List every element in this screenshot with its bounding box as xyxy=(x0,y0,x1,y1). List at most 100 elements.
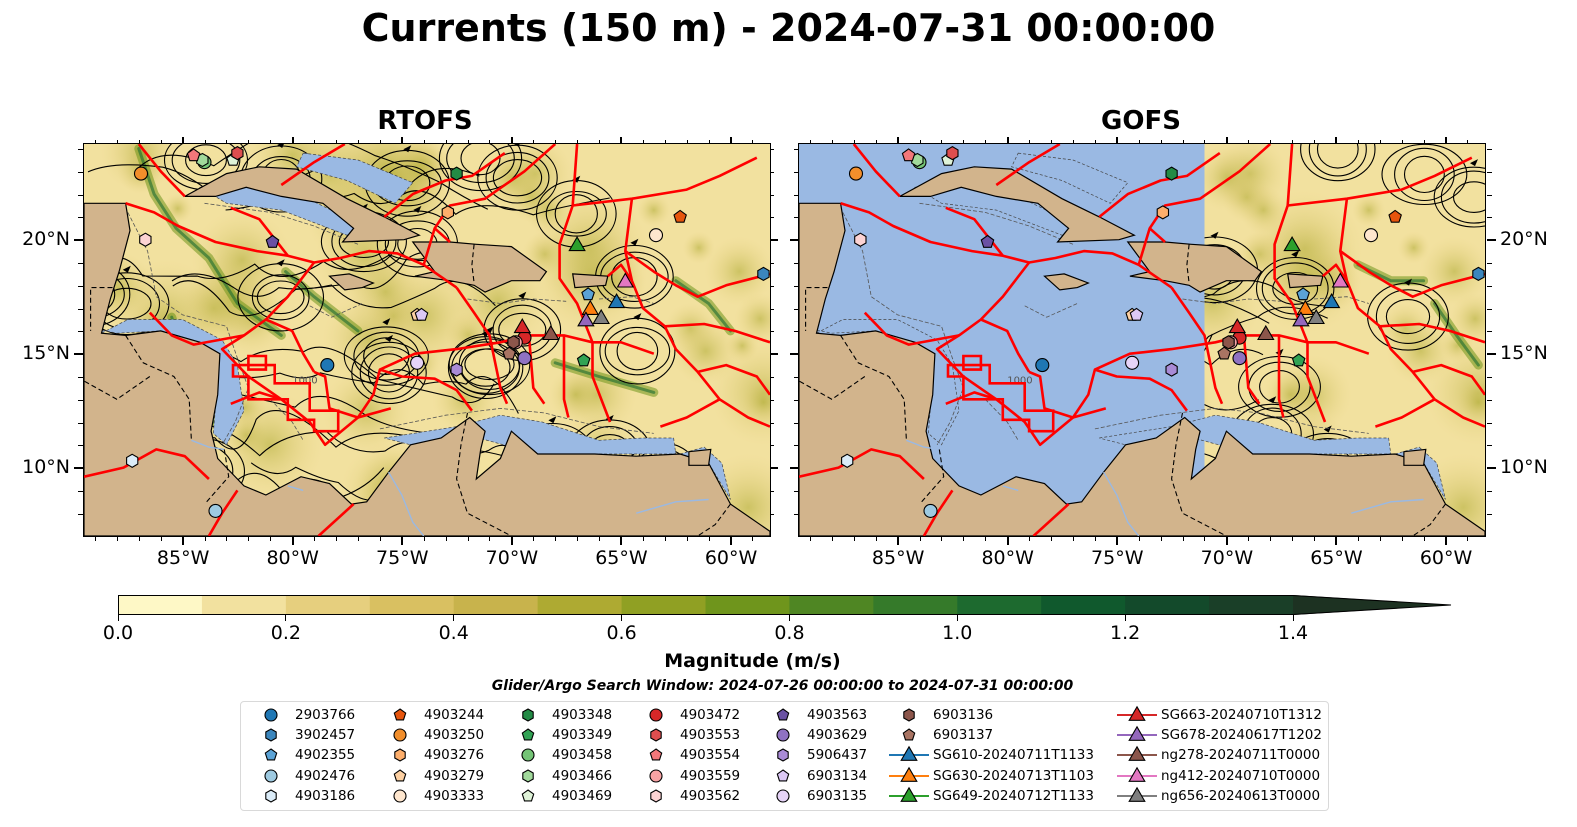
lat-minor-tick xyxy=(770,513,774,515)
lon-minor-tick xyxy=(985,537,987,541)
colorbar-tick xyxy=(1292,615,1294,621)
eez-boundary xyxy=(265,318,316,373)
lat-minor-tick xyxy=(78,171,83,173)
lon-minor-tick xyxy=(1357,537,1359,541)
lat-minor-tick xyxy=(770,171,774,173)
obs-marker-ng412-20240710T0000 xyxy=(616,272,635,288)
lon-minor-tick xyxy=(1138,140,1140,144)
lat-minor-tick xyxy=(78,194,83,196)
lat-label: 15°N xyxy=(22,342,70,365)
legend-item: 4902476 xyxy=(251,766,376,786)
eez-boundary xyxy=(562,335,570,418)
lon-minor-tick xyxy=(642,140,644,144)
legend-label: 6903134 xyxy=(807,768,868,784)
obs-marker-4903333 xyxy=(1363,228,1379,243)
lon-minor-tick xyxy=(1160,537,1162,541)
lat-minor-tick xyxy=(78,331,83,333)
lon-minor-tick xyxy=(1270,537,1272,541)
lat-minor-tick xyxy=(794,194,798,196)
lat-minor-tick xyxy=(78,376,83,378)
legend-item: 4903553 xyxy=(636,725,761,745)
lon-label: 80°W xyxy=(266,547,319,569)
lon-minor-tick xyxy=(1204,140,1206,144)
lon-minor-tick xyxy=(357,140,359,144)
lat-minor-tick xyxy=(1487,217,1492,219)
land-polygon xyxy=(799,202,1485,536)
lon-minor-tick xyxy=(1423,140,1425,144)
legend-label: 4903276 xyxy=(424,747,485,763)
eez-boundary xyxy=(148,311,245,346)
obs-marker-4903276 xyxy=(441,205,455,220)
lon-label: 65°W xyxy=(1310,547,1363,569)
eez-boundary xyxy=(1273,144,1309,343)
legend-label: SG649-20240712T1133 xyxy=(933,788,1094,804)
obs-marker-4903276 xyxy=(1156,205,1170,220)
lon-minor-tick xyxy=(1357,140,1359,144)
lat-tick xyxy=(790,353,798,356)
obs-marker-4903629 xyxy=(1232,351,1247,366)
legend-label: ng278-20240711T0000 xyxy=(1161,747,1321,763)
panel-title-rtofs: RTOFS xyxy=(377,106,473,136)
obs-marker-4903186 xyxy=(841,453,854,468)
eez-boundary xyxy=(606,263,633,282)
lat-minor-tick xyxy=(1487,399,1492,401)
eez-boundary xyxy=(317,503,355,536)
land-polygon xyxy=(571,273,609,289)
eez-boundary xyxy=(1242,335,1261,405)
legend-item: 4903554 xyxy=(636,745,761,765)
legend-marker-icon xyxy=(521,789,535,802)
lon-minor-tick xyxy=(752,140,754,144)
obs-marker-SG678-20240617T1202 xyxy=(1292,311,1310,327)
obs-marker-4903348 xyxy=(450,166,463,181)
legend-label: SG610-20240711T1133 xyxy=(933,747,1094,763)
eez-boundary xyxy=(591,342,612,423)
lon-minor-tick xyxy=(248,140,250,144)
legend-label: 4903629 xyxy=(807,727,868,743)
obs-marker-4903349 xyxy=(576,353,591,367)
search-window-text: Glider/Argo Search Window: 2024-07-26 00… xyxy=(491,678,1074,694)
lon-tick xyxy=(510,537,513,545)
lat-label: 10°N xyxy=(22,456,70,479)
lon-minor-tick xyxy=(314,140,316,144)
eez-boundary xyxy=(572,156,758,207)
obs-marker-6903134 xyxy=(414,307,429,321)
lon-minor-tick xyxy=(1314,140,1316,144)
lat-minor-tick xyxy=(1487,445,1492,447)
lon-minor-tick xyxy=(336,537,338,541)
colorbar-tick-label: 1.4 xyxy=(1277,622,1309,644)
lon-minor-tick xyxy=(853,537,855,541)
eez-boundary xyxy=(840,202,1173,289)
lat-minor-tick xyxy=(78,308,83,310)
lon-minor-tick xyxy=(1248,140,1250,144)
lon-minor-tick xyxy=(270,140,272,144)
legend-label: SG678-20240617T1202 xyxy=(1161,727,1322,743)
lon-minor-tick xyxy=(555,140,557,144)
legend-label: 6903135 xyxy=(807,788,868,804)
lon-minor-tick xyxy=(831,537,833,541)
lon-tick xyxy=(1116,137,1119,144)
land-polygon xyxy=(84,202,770,536)
legend-item: 4903559 xyxy=(636,766,761,786)
lon-minor-tick xyxy=(445,140,447,144)
svg-text:1000: 1000 xyxy=(1007,375,1032,386)
obs-marker-5906437 xyxy=(450,362,463,377)
obs-marker-6903135 xyxy=(1125,355,1140,370)
legend-marker-icon xyxy=(777,748,789,762)
lat-minor-tick xyxy=(78,490,83,492)
lon-tick xyxy=(1335,137,1338,144)
colorbar-tick xyxy=(117,615,119,621)
legend-item: SG663-20240710T1312 xyxy=(1117,705,1327,725)
obs-marker-3902457 xyxy=(757,266,770,282)
legend-label: 4903186 xyxy=(295,788,356,804)
colorbar-tick xyxy=(621,615,623,621)
lon-label: 75°W xyxy=(376,547,429,569)
lat-label: 10°N xyxy=(1500,456,1548,479)
lon-minor-tick xyxy=(1467,140,1469,144)
lon-minor-tick xyxy=(809,537,811,541)
obs-marker-SG610-20240711T1133 xyxy=(607,293,626,309)
obs-marker-SG663-20240710T1312 xyxy=(513,318,532,334)
legend-item: SG610-20240711T1133 xyxy=(889,745,1099,765)
legend-item: 4903458 xyxy=(508,745,633,765)
